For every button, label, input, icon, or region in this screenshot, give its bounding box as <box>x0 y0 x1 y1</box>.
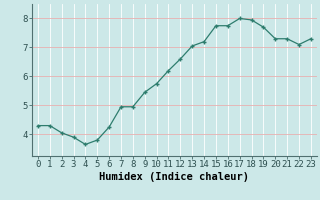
X-axis label: Humidex (Indice chaleur): Humidex (Indice chaleur) <box>100 172 249 182</box>
